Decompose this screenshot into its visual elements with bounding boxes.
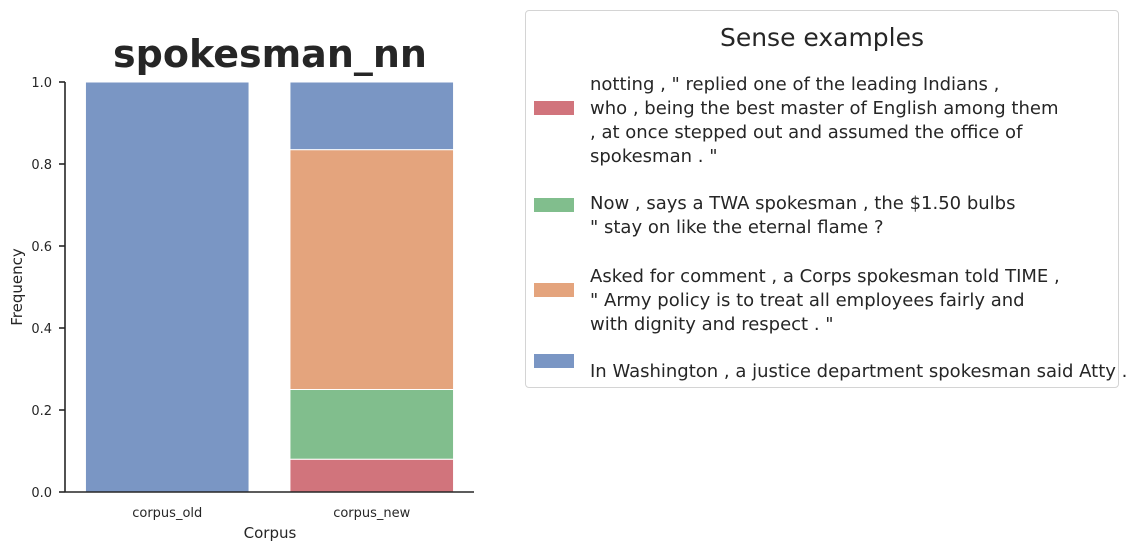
bar-segment-corpus_new-0 bbox=[289, 458, 455, 493]
y-tick-label: 0.8 bbox=[31, 158, 52, 173]
legend-text-green: Now , says a TWA spokesman , the $1.50 b… bbox=[590, 193, 1016, 238]
y-axis-label: Frequency bbox=[8, 248, 26, 326]
bar-segment-corpus_new-1 bbox=[289, 389, 455, 460]
legend-text-red: notting , " replied one of the leading I… bbox=[590, 74, 1059, 167]
legend-text-blue: In Washington , a justice department spo… bbox=[590, 361, 1128, 382]
y-tick-label: 0.2 bbox=[31, 404, 52, 419]
legend: Sense examples notting , " replied one o… bbox=[525, 10, 1127, 388]
legend-swatch-orange bbox=[534, 283, 574, 297]
legend-swatch-red bbox=[534, 101, 574, 115]
legend-swatch-blue bbox=[534, 354, 574, 368]
bar-segment-corpus_old-3 bbox=[84, 81, 250, 493]
bar-segment-corpus_new-2 bbox=[289, 149, 455, 390]
y-tick-label: 1.0 bbox=[31, 76, 52, 91]
bar-segment-corpus_new-3 bbox=[289, 81, 455, 151]
y-tick-label: 0.6 bbox=[31, 240, 52, 255]
x-axis-label: Corpus bbox=[244, 524, 297, 542]
x-tick-label: corpus_new bbox=[333, 506, 410, 521]
stacked-bar-chart: spokesman_nn corpus_old corpus_new 0.0 0.2… bbox=[8, 32, 474, 542]
legend-swatch-green bbox=[534, 198, 574, 212]
y-tick-label: 0.0 bbox=[31, 486, 52, 501]
legend-title: Sense examples bbox=[719, 23, 925, 52]
axes-group: 0.0 0.2 0.4 0.6 0.8 1.0 bbox=[31, 76, 474, 501]
bars-group: corpus_old corpus_new bbox=[84, 81, 455, 521]
y-tick-label: 0.4 bbox=[31, 322, 52, 337]
chart-title: spokesman_nn bbox=[113, 32, 427, 76]
legend-text-orange: Asked for comment , a Corps spokesman to… bbox=[590, 266, 1060, 335]
x-tick-label: corpus_old bbox=[132, 506, 202, 521]
